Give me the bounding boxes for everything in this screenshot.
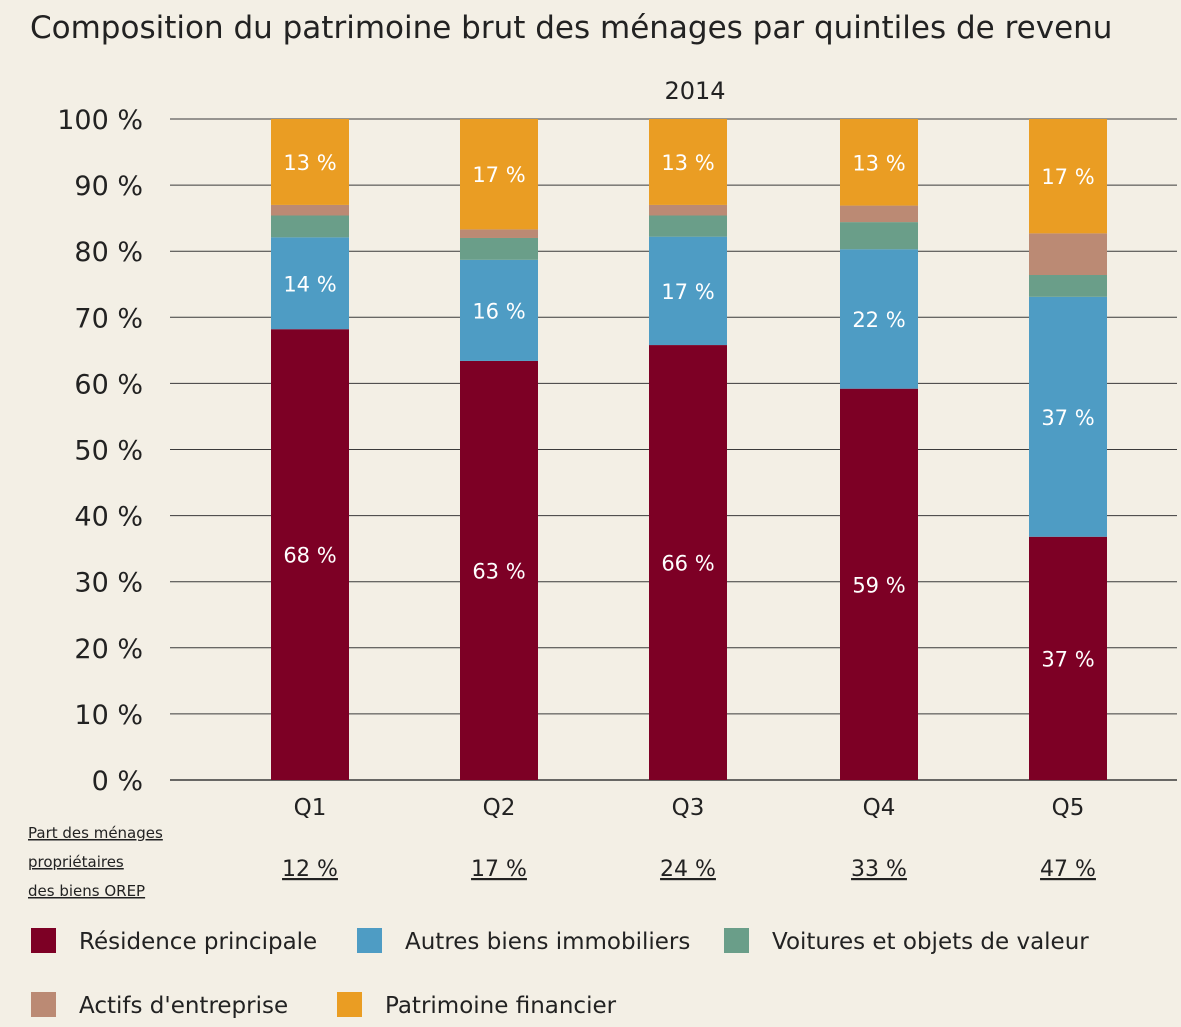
bar-segment	[460, 360, 538, 780]
x-tick-label: Q2	[483, 795, 516, 821]
bar-segment	[271, 237, 349, 330]
owner-share-row: Part des ménages propriétaires des biens O…	[28, 824, 1096, 900]
y-tick-label: 80 %	[74, 237, 143, 268]
legend-swatch	[31, 992, 56, 1017]
bar-segment	[1029, 233, 1107, 275]
bar-segment	[271, 204, 349, 216]
data-labels: 68 % 14 % 13 % 63 % 16 % 17 % 66 % 17 % 13 % 59 %…	[283, 151, 1094, 671]
y-tick-label: 90 %	[74, 171, 143, 202]
bar-segment	[649, 119, 727, 205]
legend-label: Actifs d'entreprise	[79, 993, 288, 1019]
owner-share-value: 33 %	[851, 857, 907, 882]
bar-segment	[460, 237, 538, 260]
data-label: 59 %	[852, 573, 905, 597]
y-tick-label: 50 %	[74, 436, 143, 467]
owner-share-header: propriétaires	[28, 853, 124, 871]
bar-segment	[271, 119, 349, 205]
y-tick-label: 30 %	[74, 568, 143, 599]
bar-segment	[271, 215, 349, 238]
x-tick-label: Q5	[1052, 795, 1085, 821]
legend-swatch	[337, 992, 362, 1017]
bar-segment	[840, 205, 918, 223]
owner-share-value: 24 %	[660, 857, 716, 882]
data-label: 13 %	[283, 151, 336, 175]
bar-segment	[840, 388, 918, 780]
legend-label: Résidence principale	[79, 929, 317, 955]
y-tick-label: 40 %	[74, 502, 143, 533]
bar-segment	[460, 119, 538, 230]
data-label: 22 %	[852, 308, 905, 332]
legend-swatch	[31, 928, 56, 953]
owner-share-value: 17 %	[471, 857, 527, 882]
y-tick-label: 10 %	[74, 700, 143, 731]
chart-title: Composition du patrimoine brut des ménag…	[30, 10, 1112, 46]
y-axis: 0 % 10 % 20 % 30 % 40 % 50 % 60 % 70 % 80 % 90 % 1…	[57, 105, 143, 797]
data-label: 37 %	[1041, 406, 1094, 430]
bar-segment	[840, 119, 918, 206]
data-label: 63 %	[472, 559, 525, 583]
chart-subtitle: 2014	[664, 77, 725, 105]
data-label: 37 %	[1041, 647, 1094, 671]
bar-segment	[1029, 119, 1107, 234]
y-tick-label: 60 %	[74, 369, 143, 400]
legend-label: Autres biens immobiliers	[405, 929, 690, 955]
data-label: 68 %	[283, 544, 336, 568]
bars	[271, 119, 1107, 780]
bar-segment	[840, 222, 918, 250]
bar-segment	[460, 259, 538, 361]
data-label: 14 %	[283, 272, 336, 296]
y-tick-label: 70 %	[74, 303, 143, 334]
bar-segment	[271, 329, 349, 780]
data-label: 16 %	[472, 299, 525, 323]
data-label: 66 %	[661, 552, 714, 576]
data-label: 13 %	[661, 151, 714, 175]
data-label: 17 %	[1041, 165, 1094, 189]
data-label: 17 %	[472, 163, 525, 187]
bar-segment	[649, 215, 727, 237]
x-tick-label: Q1	[294, 795, 327, 821]
data-label: 13 %	[852, 151, 905, 175]
owner-share-value: 47 %	[1040, 857, 1096, 882]
x-tick-label: Q4	[863, 795, 896, 821]
bar-segment	[1029, 296, 1107, 537]
owner-share-value: 12 %	[282, 857, 338, 882]
bar-segment	[649, 204, 727, 216]
owner-share-header: Part des ménages	[28, 824, 163, 842]
legend: Résidence principale Autres biens immobil…	[31, 928, 1089, 1019]
bar-segment	[649, 345, 727, 780]
bar-segment	[1029, 536, 1107, 780]
bar-segment	[840, 249, 918, 389]
y-tick-label: 100 %	[57, 105, 143, 136]
data-label: 17 %	[661, 280, 714, 304]
owner-share-header: des biens OREP	[28, 882, 145, 900]
legend-swatch	[724, 928, 749, 953]
x-tick-label: Q3	[672, 795, 705, 821]
y-tick-label: 20 %	[74, 634, 143, 665]
legend-label: Patrimoine financier	[385, 993, 617, 1019]
legend-label: Voitures et objets de valeur	[772, 929, 1089, 955]
legend-swatch	[357, 928, 382, 953]
bar-segment	[649, 236, 727, 346]
x-axis: Q1 Q2 Q3 Q4 Q5	[294, 795, 1085, 821]
bar-segment	[1029, 274, 1107, 297]
bar-segment	[460, 229, 538, 238]
y-tick-label: 0 %	[92, 766, 143, 797]
